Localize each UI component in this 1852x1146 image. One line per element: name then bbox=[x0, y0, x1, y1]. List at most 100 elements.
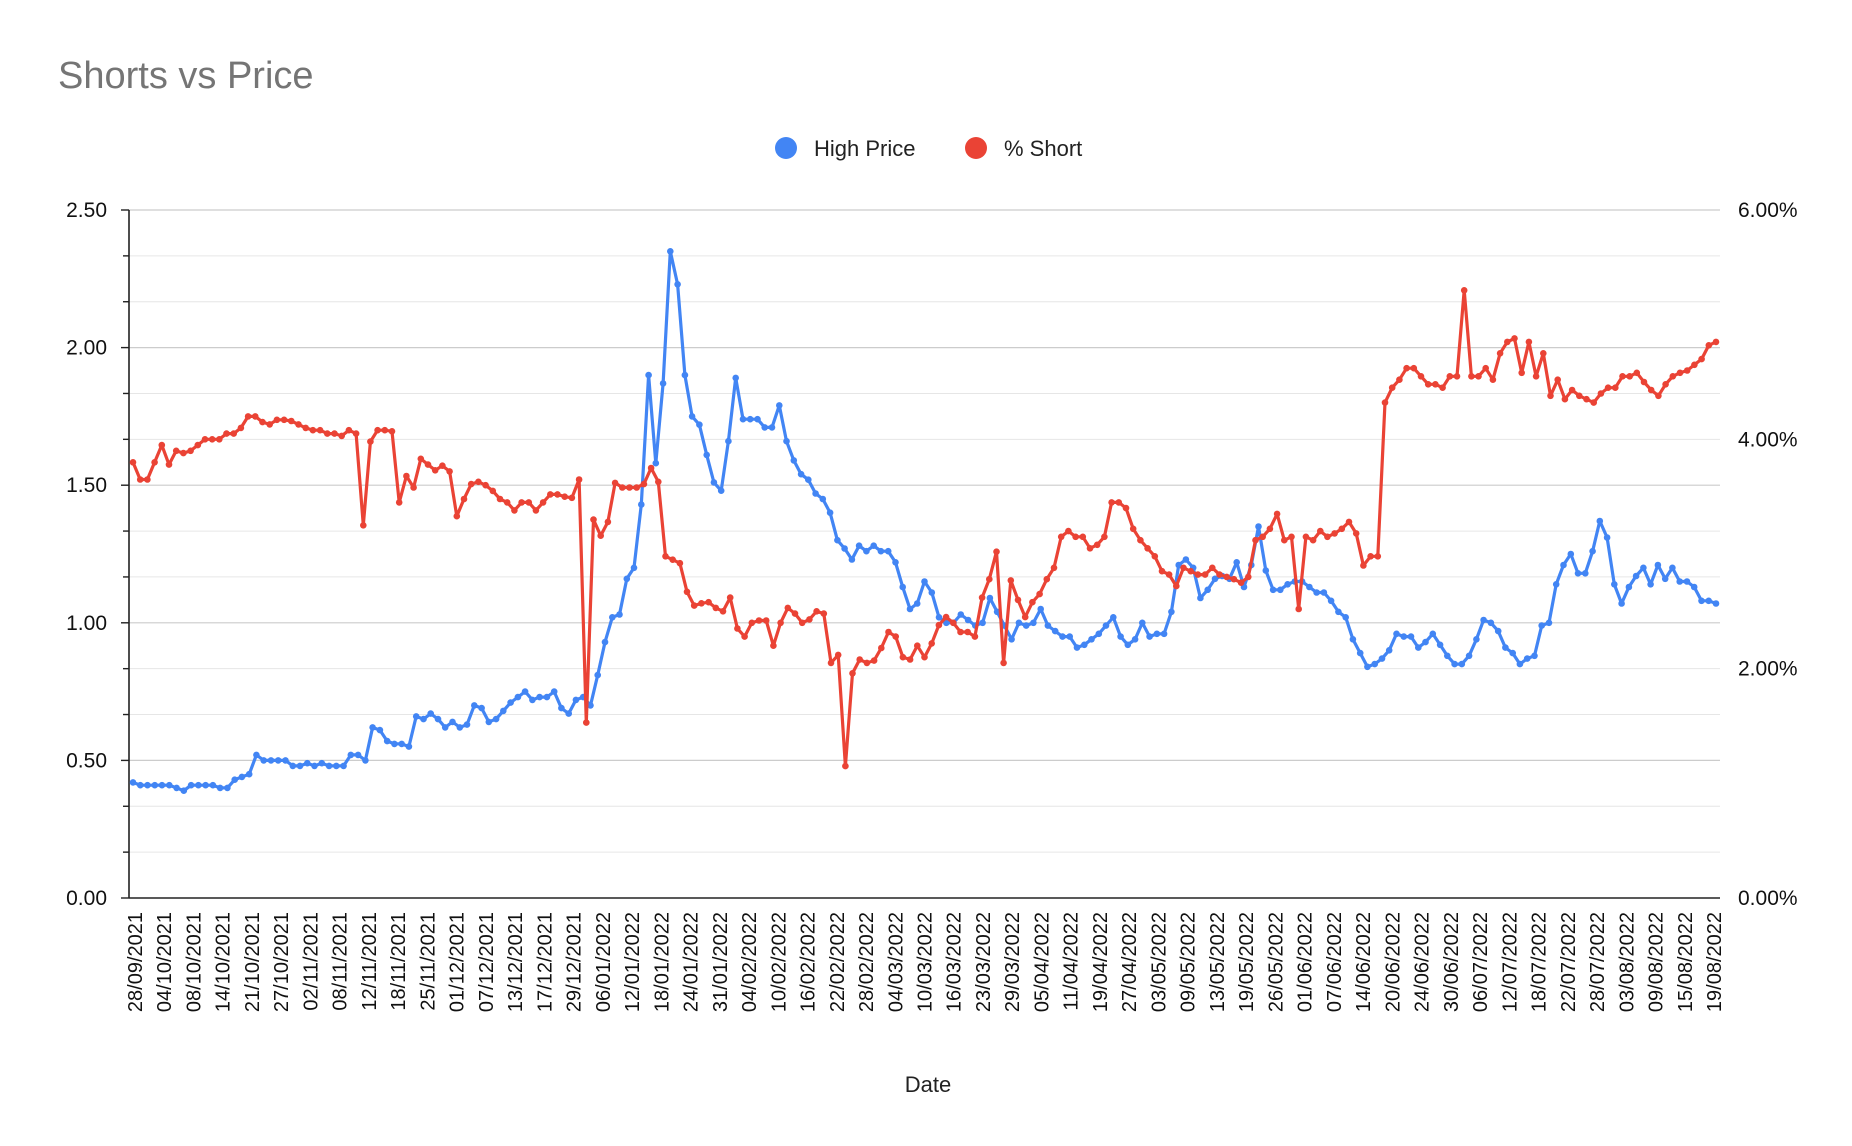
data-point bbox=[1378, 655, 1386, 662]
x-tick-label: 31/01/2022 bbox=[710, 912, 732, 1012]
data-point bbox=[482, 481, 489, 489]
data-point bbox=[1597, 390, 1605, 397]
data-point bbox=[485, 718, 493, 726]
data-point bbox=[834, 536, 841, 544]
y-left-tick-label: 1.00 bbox=[66, 612, 107, 635]
data-point bbox=[1194, 571, 1202, 578]
data-point bbox=[633, 484, 640, 491]
x-tick-label: 18/01/2022 bbox=[651, 912, 673, 1012]
data-point bbox=[441, 724, 449, 731]
data-point bbox=[410, 484, 417, 491]
data-point bbox=[674, 281, 681, 288]
data-point bbox=[345, 426, 353, 434]
data-point bbox=[848, 556, 856, 563]
data-point bbox=[420, 715, 427, 723]
data-point bbox=[1560, 561, 1567, 569]
data-point bbox=[1266, 525, 1274, 533]
data-point bbox=[1407, 633, 1415, 640]
data-point bbox=[173, 784, 180, 792]
data-point bbox=[1349, 636, 1357, 643]
data-point bbox=[539, 499, 547, 506]
data-point bbox=[554, 491, 561, 498]
data-point bbox=[1273, 510, 1281, 518]
data-point bbox=[1417, 373, 1425, 380]
data-point bbox=[1381, 399, 1389, 406]
x-tick-label: 16/02/2022 bbox=[798, 912, 820, 1012]
data-point bbox=[791, 610, 799, 617]
x-tick-label: 14/10/2021 bbox=[213, 912, 235, 1012]
data-point bbox=[172, 447, 180, 455]
data-point bbox=[703, 451, 710, 459]
data-point bbox=[611, 479, 619, 487]
data-point bbox=[1532, 373, 1540, 380]
data-point bbox=[943, 619, 950, 627]
legend-item-percent-short[interactable]: % Short bbox=[965, 136, 1082, 161]
data-point bbox=[1309, 536, 1317, 544]
data-point bbox=[732, 374, 739, 382]
data-point bbox=[1705, 597, 1712, 605]
legend-label-high-price: High Price bbox=[814, 136, 915, 161]
data-point bbox=[681, 371, 689, 379]
x-tick-label: 01/06/2022 bbox=[1295, 912, 1317, 1012]
data-point bbox=[655, 478, 662, 486]
series-lines bbox=[129, 248, 1720, 794]
data-point bbox=[1187, 567, 1194, 575]
data-point bbox=[719, 608, 727, 615]
data-point bbox=[325, 762, 333, 770]
data-point bbox=[1306, 583, 1313, 591]
data-point bbox=[1487, 619, 1495, 627]
data-point bbox=[316, 426, 324, 434]
data-point bbox=[427, 710, 435, 717]
data-point bbox=[1044, 622, 1052, 629]
data-point bbox=[676, 559, 684, 567]
data-point bbox=[514, 693, 522, 701]
data-point bbox=[1079, 533, 1087, 541]
data-point bbox=[1066, 633, 1073, 640]
data-point bbox=[1640, 378, 1648, 386]
data-point bbox=[812, 490, 819, 497]
data-point bbox=[1320, 589, 1328, 596]
data-point bbox=[1165, 571, 1173, 578]
data-point bbox=[302, 424, 310, 432]
data-point bbox=[224, 784, 231, 792]
data-point bbox=[1669, 373, 1677, 380]
data-point bbox=[1647, 386, 1655, 394]
data-point bbox=[913, 600, 921, 607]
x-tick-label: 18/11/2021 bbox=[388, 912, 410, 1011]
data-point bbox=[536, 693, 543, 701]
data-point bbox=[453, 512, 461, 520]
data-point bbox=[331, 430, 338, 437]
data-point bbox=[1101, 533, 1108, 541]
data-point bbox=[1618, 600, 1625, 607]
legend-item-high-price[interactable]: High Price bbox=[775, 136, 915, 161]
data-point bbox=[1422, 638, 1429, 646]
data-point bbox=[630, 564, 638, 572]
x-tick-label: 28/07/2022 bbox=[1587, 912, 1609, 1012]
data-point bbox=[725, 437, 732, 445]
data-point bbox=[696, 421, 703, 429]
data-point bbox=[1444, 652, 1451, 660]
data-point bbox=[1468, 373, 1475, 380]
data-point bbox=[340, 762, 347, 770]
data-point bbox=[870, 657, 878, 664]
data-point bbox=[1160, 630, 1168, 638]
data-point bbox=[1131, 636, 1139, 643]
data-point bbox=[1540, 350, 1547, 357]
data-point bbox=[1458, 660, 1466, 668]
data-point bbox=[1168, 608, 1175, 616]
data-point bbox=[395, 499, 403, 506]
data-point bbox=[834, 651, 842, 659]
data-point bbox=[892, 559, 899, 566]
data-point bbox=[1115, 499, 1123, 506]
data-point bbox=[1611, 581, 1618, 588]
data-point bbox=[761, 424, 768, 431]
data-point bbox=[136, 476, 144, 483]
data-point bbox=[1137, 536, 1144, 544]
data-point bbox=[144, 476, 151, 483]
data-point bbox=[659, 380, 667, 387]
data-point bbox=[957, 628, 964, 636]
y-axis-right-ticks: 0.00% 2.00% 4.00% 6.00% bbox=[1738, 199, 1798, 910]
data-point bbox=[1473, 636, 1480, 643]
x-tick-label: 27/04/2022 bbox=[1119, 912, 1141, 1012]
